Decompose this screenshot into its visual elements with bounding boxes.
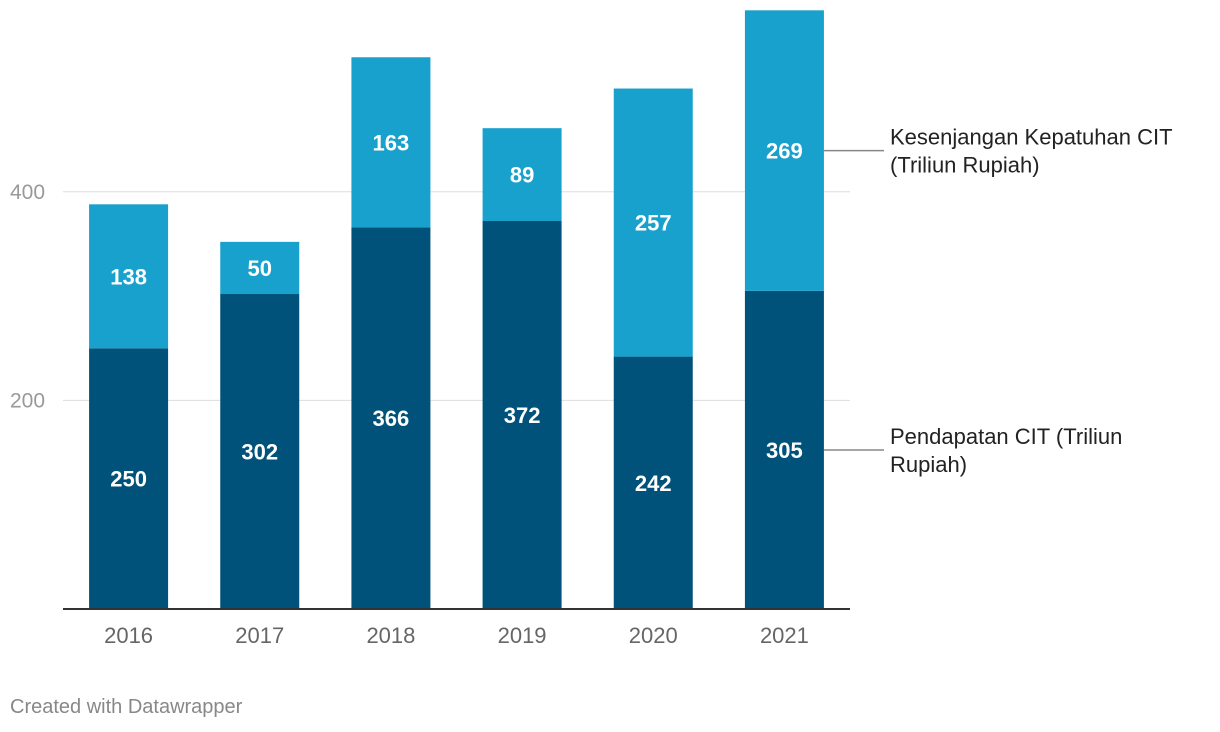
x-tick-label-2017: 2017 bbox=[235, 623, 284, 648]
legend-label-line: Kesenjangan Kepatuhan CIT bbox=[890, 125, 1173, 150]
data-label-2018-series-1: 163 bbox=[373, 130, 410, 155]
x-tick-label-2019: 2019 bbox=[498, 623, 547, 648]
data-label-2019-series-1: 89 bbox=[510, 163, 534, 188]
data-label-2021-series-1: 269 bbox=[766, 139, 803, 164]
data-label-2020-series-0: 242 bbox=[635, 471, 672, 496]
legend-label-series-1: Kesenjangan Kepatuhan CIT (Triliun Rupiah… bbox=[890, 125, 1173, 178]
data-label-2019-series-0: 372 bbox=[504, 403, 541, 428]
x-tick-label-2020: 2020 bbox=[629, 623, 678, 648]
bar-2016-series-1 bbox=[89, 204, 169, 349]
legend-label-line: (Triliun Rupiah) bbox=[890, 153, 1040, 178]
bar-2018-series-1 bbox=[351, 57, 431, 228]
bar-2019-series-1 bbox=[482, 128, 562, 222]
data-label-2018-series-0: 366 bbox=[373, 406, 410, 431]
x-tick-label-2021: 2021 bbox=[760, 623, 809, 648]
bar-2018-series-0 bbox=[351, 227, 431, 609]
x-tick-label-2018: 2018 bbox=[366, 623, 415, 648]
data-label-2016-series-0: 250 bbox=[110, 467, 147, 492]
y-tick-label-400: 400 bbox=[10, 181, 45, 204]
footer-credit: Created with Datawrapper bbox=[10, 696, 243, 718]
bar-2016-series-0 bbox=[89, 348, 169, 609]
legend-label-line: Pendapatan CIT (Triliun bbox=[890, 424, 1122, 449]
data-label-2017-series-1: 50 bbox=[248, 256, 272, 281]
y-tick-label-200: 200 bbox=[10, 389, 45, 412]
legend-label-series-0: Pendapatan CIT (Triliun Rupiah) bbox=[890, 424, 1122, 477]
data-label-2016-series-1: 138 bbox=[110, 264, 147, 289]
bar-2020-series-0 bbox=[613, 356, 693, 609]
x-tick-label-2016: 2016 bbox=[104, 623, 153, 648]
legend-label-line: Rupiah) bbox=[890, 452, 967, 477]
data-label-2020-series-1: 257 bbox=[635, 211, 672, 236]
bar-2019-series-0 bbox=[482, 221, 562, 609]
bar-2021-series-0 bbox=[744, 290, 824, 609]
bar-2020-series-1 bbox=[613, 88, 693, 357]
data-label-2021-series-0: 305 bbox=[766, 438, 803, 463]
bar-2021-series-1 bbox=[744, 10, 824, 291]
bar-2017-series-0 bbox=[220, 294, 300, 609]
data-label-2017-series-0: 302 bbox=[241, 440, 278, 465]
bar-2017-series-1 bbox=[220, 241, 300, 295]
